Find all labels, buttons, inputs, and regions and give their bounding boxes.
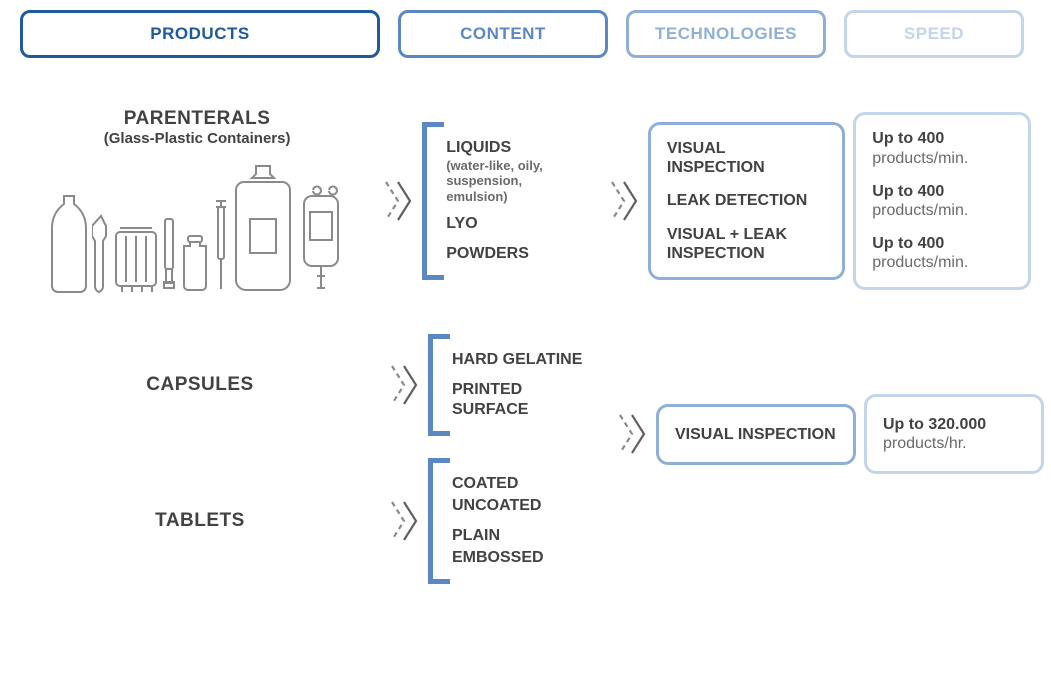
arrow-icon [388,360,420,410]
tech-merged: VISUAL INSPECTION [656,404,856,465]
tablets-c3: PLAIN [452,526,598,546]
content-liquids: LIQUIDS (water-like, oily, suspension, e… [446,138,590,205]
speed-3: Up to 400 products/min. [872,234,1012,272]
iv-bag-icon [298,184,344,294]
row-parenterals: PARENTERALS (Glass-Plastic Containers) [20,108,1031,294]
tablets-c2: UNCOATED [452,496,598,516]
content-liquids-label: LIQUIDS [446,139,511,156]
parenterals-icons [20,159,374,294]
arrow-icon [388,496,420,546]
speed-3-val: Up to 400 [872,235,944,252]
speed-parenterals: Up to 400 products/min. Up to 400 produc… [853,112,1031,289]
parenterals-subtitle: (Glass-Plastic Containers) [20,130,374,147]
capsules-title: CAPSULES [20,374,380,396]
speed-3-unit: products/min. [872,254,968,271]
content-parenterals: LIQUIDS (water-like, oily, suspension, e… [422,122,600,281]
speed-merged-unit: products/hr. [883,435,967,452]
tablets-c4: EMBOSSED [452,548,598,568]
speed-2: Up to 400 products/min. [872,182,1012,220]
row-tablets: TABLETS COATED UNCOATED PLAIN EMBOSSED [20,458,608,584]
row-capsules-tablets: CAPSULES HARD GELATINE PRINTED SURFACE T… [20,334,1031,584]
capsules-c2: PRINTED SURFACE [452,380,598,420]
speed-1: Up to 400 products/min. [872,129,1012,167]
speed-2-val: Up to 400 [872,183,944,200]
header-products: PRODUCTS [20,10,380,58]
vial-icon [180,234,210,294]
capsules-c1: HARD GELATINE [452,350,598,370]
pen-icon [162,214,176,294]
tech-leak: LEAK DETECTION [667,191,826,210]
content-powders: POWDERS [446,244,590,264]
content-tablets: COATED UNCOATED PLAIN EMBOSSED [428,458,608,584]
speed-2-unit: products/min. [872,202,968,219]
header-content: CONTENT [398,10,608,58]
content-liquids-sub: (water-like, oily, suspension, emulsion) [446,158,590,205]
tech-parenterals: VISUAL INSPECTION LEAK DETECTION VISUAL … [648,122,845,280]
content-capsules: HARD GELATINE PRINTED SURFACE [428,334,608,436]
arrow-icon [616,409,648,459]
content-lyo: LYO [446,214,590,234]
tablets-title: TABLETS [20,510,380,532]
tech-merged-item: VISUAL INSPECTION [675,425,837,444]
cartridge-pack-icon [114,224,158,294]
header-row: PRODUCTS CONTENT TECHNOLOGIES SPEED [20,10,1031,58]
arrow-icon [382,176,414,226]
tech-visual-leak: VISUAL + LEAK INSPECTION [667,225,826,263]
row-capsules: CAPSULES HARD GELATINE PRINTED SURFACE [20,334,608,436]
parenterals-title: PARENTERALS [20,108,374,130]
tablets-c1: COATED [452,474,598,494]
arrow-icon [608,176,640,226]
tech-visual: VISUAL INSPECTION [667,139,826,177]
syringe-icon [214,199,228,294]
product-parenterals: PARENTERALS (Glass-Plastic Containers) [20,108,374,294]
speed-merged: Up to 320.000 products/hr. [864,394,1044,474]
speed-1-val: Up to 400 [872,130,944,147]
header-technologies: TECHNOLOGIES [626,10,826,58]
speed-merged-val: Up to 320.000 [883,416,986,433]
speed-1-unit: products/min. [872,150,968,167]
speed-merged-item: Up to 320.000 products/hr. [883,415,1025,453]
plastic-bottle-icon [232,164,294,294]
ampoule-icon [92,214,110,294]
bottle-icon [50,194,88,294]
header-speed: SPEED [844,10,1024,58]
